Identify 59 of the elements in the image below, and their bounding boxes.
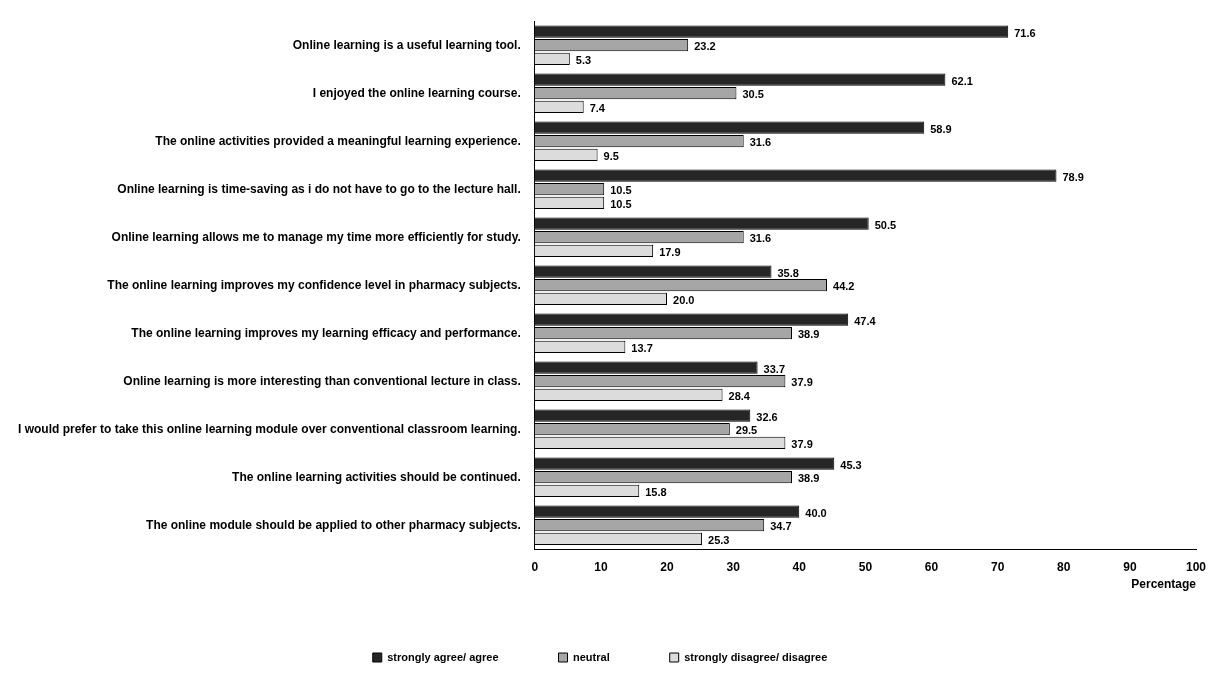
data-label: 37.9: [791, 437, 813, 450]
x-tick-label: 10: [594, 559, 608, 574]
data-label: 9.5: [603, 149, 619, 162]
data-label: 10.5: [610, 184, 632, 197]
legend-label: strongly agree/ agree: [387, 650, 499, 663]
y-tick-label: The online module should be applied to other pharmacy subjects.: [146, 517, 521, 532]
data-label: 58.9: [930, 122, 952, 135]
data-label: 50.5: [874, 218, 897, 231]
data-label: 78.9: [1062, 170, 1084, 183]
x-tick-label: 100: [1185, 559, 1207, 574]
x-tick-label: 50: [858, 559, 873, 574]
data-label: 30.5: [742, 88, 764, 101]
y-tick-label: The online learning improves my confidence level in pharmacy subjects.: [107, 277, 521, 292]
x-axis-title: Percentage: [1131, 577, 1197, 592]
x-tick-label: 20: [660, 559, 675, 574]
legend-label: strongly disagree/ disagree: [684, 650, 828, 663]
data-label: 29.5: [735, 424, 758, 437]
y-tick-label: Online learning is more interesting than conventional lecture in class.: [123, 373, 521, 388]
data-label: 44.2: [833, 280, 855, 293]
data-label: 62.1: [951, 74, 973, 87]
x-tick-label: 0: [531, 559, 539, 574]
data-label: 23.2: [694, 40, 716, 53]
data-label: 28.4: [728, 389, 751, 402]
x-tick-label: 70: [990, 559, 1005, 574]
y-tick-label: The online activities provided a meaningful learning experience.: [155, 133, 521, 148]
data-label: 71.6: [1014, 26, 1036, 39]
data-label: 40.0: [805, 506, 827, 519]
x-tick-label: 60: [924, 559, 939, 574]
y-tick-label: I would prefer to take this online learning module over conventional classroom learning.: [18, 421, 521, 436]
data-label: 47.4: [854, 314, 877, 327]
data-label: 31.6: [749, 232, 772, 245]
y-tick-label: The online learning activities should be continued.: [232, 469, 521, 484]
data-label: 5.3: [575, 53, 592, 66]
data-label: 25.3: [708, 533, 730, 546]
x-tick-label: 90: [1123, 559, 1137, 574]
x-tick-label: 30: [726, 559, 741, 574]
y-tick-label: Online learning is a useful learning tool.: [292, 37, 521, 52]
data-label: 37.9: [791, 376, 813, 389]
x-tick-label: 80: [1057, 559, 1071, 574]
data-label: 7.4: [589, 101, 606, 114]
legend-label: neutral: [573, 650, 610, 663]
data-label: 13.7: [631, 341, 653, 354]
data-label: 20.0: [673, 293, 695, 306]
data-label: 38.9: [797, 472, 820, 485]
y-tick-label: Online learning is time-saving as i do not have to go to the lecture hall.: [117, 181, 521, 196]
data-label: 31.6: [749, 136, 772, 149]
data-label: 33.7: [763, 362, 786, 375]
x-tick-label: 40: [792, 559, 807, 574]
data-label: 38.9: [797, 328, 820, 341]
data-label: 35.8: [777, 266, 799, 279]
y-tick-label: I enjoyed the online learning course.: [312, 85, 521, 100]
data-label: 32.6: [756, 410, 778, 423]
data-label: 10.5: [610, 197, 632, 210]
data-label: 45.3: [840, 458, 862, 471]
data-label: 15.8: [645, 485, 667, 498]
y-tick-label: Online learning allows me to manage my time more efficiently for study.: [111, 229, 521, 244]
data-label: 17.9: [659, 245, 681, 258]
data-label: 34.7: [770, 520, 792, 533]
y-tick-label: The online learning improves my learning efficacy and performance.: [131, 325, 521, 340]
